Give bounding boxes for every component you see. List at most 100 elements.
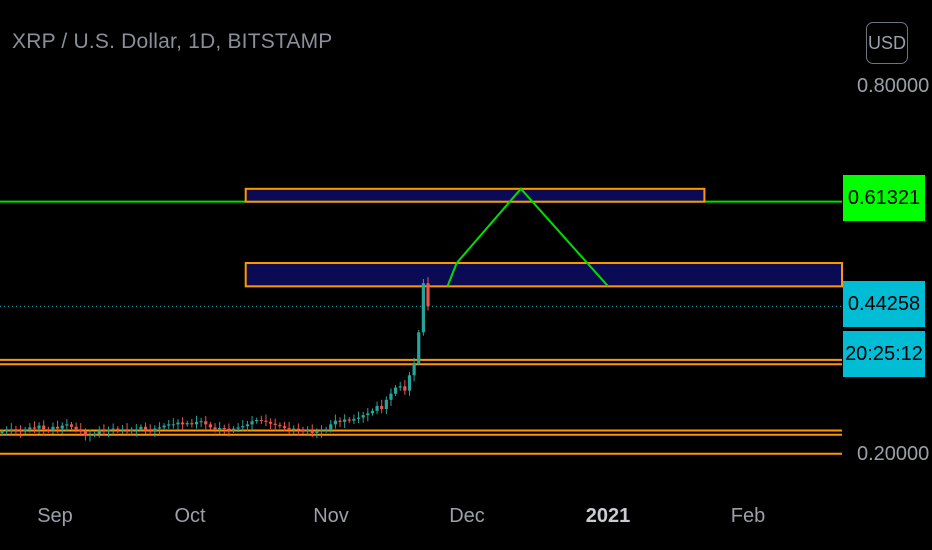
candle-body-24 bbox=[18, 430, 23, 432]
candle-body-48 bbox=[130, 430, 134, 432]
x-tick-sep: Sep bbox=[37, 505, 73, 527]
candle-body-54 bbox=[157, 427, 162, 429]
projection-line bbox=[446, 187, 609, 287]
candle-body-103 bbox=[384, 399, 388, 409]
candle-body-64 bbox=[204, 421, 208, 425]
candle-body-66 bbox=[213, 427, 217, 430]
candle-body-112 bbox=[426, 283, 430, 307]
x-tick-oct: Oct bbox=[174, 505, 206, 527]
candle-body-27 bbox=[32, 427, 37, 429]
candle-body-60 bbox=[185, 423, 189, 425]
candle-body-41 bbox=[97, 430, 101, 435]
candlestick-series bbox=[0, 277, 430, 442]
candle-body-75 bbox=[255, 420, 259, 422]
candle-body-70 bbox=[231, 428, 236, 431]
candle-body-74 bbox=[250, 421, 254, 425]
candle-body-30 bbox=[46, 429, 50, 431]
bar-countdown-tag: 20:25:12 bbox=[843, 331, 925, 377]
candle-body-80 bbox=[278, 424, 282, 427]
price-scale-bottom-label: 0.20000 bbox=[857, 443, 930, 465]
candle-body-67 bbox=[218, 428, 222, 430]
candle-body-39 bbox=[88, 434, 92, 436]
candle-body-102 bbox=[380, 405, 384, 409]
x-tick-nov: Nov bbox=[313, 505, 349, 527]
candle-body-33 bbox=[60, 425, 64, 429]
projection-path bbox=[446, 187, 609, 287]
candle-body-99 bbox=[366, 413, 370, 416]
candle-body-95 bbox=[347, 419, 351, 421]
candle-body-111 bbox=[421, 283, 425, 333]
x-tick-feb: Feb bbox=[730, 505, 766, 527]
candle-body-37 bbox=[79, 429, 83, 432]
candle-body-47 bbox=[125, 429, 129, 431]
horizontal-levels bbox=[0, 200, 842, 455]
candle-body-38 bbox=[83, 431, 87, 436]
candle-body-71 bbox=[236, 427, 240, 429]
candle-body-25 bbox=[23, 429, 27, 432]
candle-body-85 bbox=[301, 429, 305, 432]
candle-body-59 bbox=[181, 422, 185, 425]
candle-body-26 bbox=[28, 427, 32, 430]
candle-body-96 bbox=[352, 418, 356, 421]
candle-body-20 bbox=[0, 431, 4, 433]
candle-body-97 bbox=[356, 417, 361, 419]
last-price-tag: 0.44258 bbox=[843, 281, 925, 327]
candle-body-29 bbox=[42, 425, 46, 430]
candle-body-98 bbox=[361, 415, 365, 418]
candle-body-110 bbox=[417, 332, 421, 363]
candle-body-52 bbox=[148, 430, 152, 432]
candle-body-87 bbox=[310, 430, 314, 433]
candle-body-100 bbox=[370, 410, 375, 414]
price-scale-top-label: 0.80000 bbox=[857, 75, 930, 97]
candle-body-107 bbox=[403, 386, 407, 391]
candle-body-23 bbox=[14, 429, 18, 431]
candle-body-108 bbox=[407, 375, 412, 391]
candle-body-83 bbox=[292, 428, 296, 430]
candle-body-76 bbox=[259, 420, 263, 422]
candle-body-49 bbox=[134, 429, 138, 431]
supply-demand-zones bbox=[244, 187, 843, 288]
candle-body-36 bbox=[74, 426, 78, 430]
candle-body-91 bbox=[329, 424, 333, 430]
candle-body-22 bbox=[9, 429, 13, 431]
candle-body-78 bbox=[268, 421, 273, 424]
candle-body-86 bbox=[306, 430, 310, 432]
candle-body-44 bbox=[111, 428, 115, 430]
currency-badge[interactable]: USD bbox=[866, 22, 908, 64]
zone-1 bbox=[244, 262, 843, 288]
candle-body-42 bbox=[102, 430, 106, 432]
candle-body-92 bbox=[333, 420, 337, 425]
candle-body-104 bbox=[389, 393, 393, 400]
candle-body-50 bbox=[139, 426, 143, 430]
candle-body-28 bbox=[37, 425, 41, 429]
candle-body-35 bbox=[69, 424, 74, 427]
candle-body-63 bbox=[199, 421, 203, 423]
candle-body-51 bbox=[143, 426, 148, 431]
candle-body-45 bbox=[116, 428, 120, 431]
candle-body-32 bbox=[56, 426, 60, 429]
candle-body-40 bbox=[93, 434, 97, 436]
candle-body-105 bbox=[393, 387, 398, 394]
candle-body-46 bbox=[120, 429, 125, 431]
candle-body-81 bbox=[282, 426, 287, 429]
candle-body-101 bbox=[375, 405, 379, 411]
candle-body-79 bbox=[273, 423, 277, 425]
candle-body-106 bbox=[398, 386, 402, 388]
candle-body-55 bbox=[162, 425, 166, 428]
candle-body-73 bbox=[245, 424, 250, 427]
candle-body-109 bbox=[412, 363, 416, 376]
candle-body-88 bbox=[315, 431, 319, 433]
candle-body-62 bbox=[194, 421, 199, 425]
target-price-tag: 0.61321 bbox=[843, 175, 925, 221]
candle-body-82 bbox=[287, 428, 291, 430]
chart-title: XRP / U.S. Dollar, 1D, BITSTAMP bbox=[12, 30, 333, 53]
x-tick-dec: Dec bbox=[449, 505, 485, 527]
candle-body-69 bbox=[227, 428, 231, 431]
candle-body-68 bbox=[222, 428, 226, 430]
candle-body-77 bbox=[264, 420, 268, 422]
candle-body-65 bbox=[208, 424, 212, 428]
candle-body-84 bbox=[296, 428, 300, 430]
zone-0 bbox=[244, 187, 706, 203]
candle-body-43 bbox=[106, 429, 111, 432]
